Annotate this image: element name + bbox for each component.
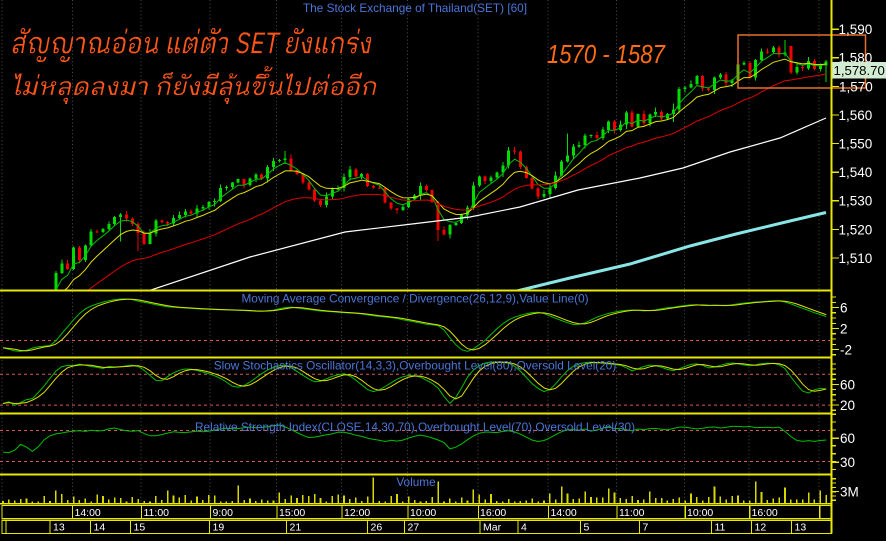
svg-text:21: 21 <box>290 521 302 533</box>
svg-text:Moving Average Convergence / D: Moving Average Convergence / Divergence(… <box>241 292 588 306</box>
svg-text:1,510: 1,510 <box>839 251 873 266</box>
svg-text:10:00: 10:00 <box>410 507 436 519</box>
svg-text:5: 5 <box>584 521 590 533</box>
svg-text:3M: 3M <box>840 484 859 499</box>
svg-text:11:00: 11:00 <box>619 507 645 519</box>
svg-text:16:00: 16:00 <box>752 507 778 519</box>
svg-text:13: 13 <box>795 521 807 533</box>
svg-text:Mar: Mar <box>483 521 502 533</box>
svg-text:The Stock Exchange of Thailand: The Stock Exchange of Thailand(SET) [60] <box>303 1 527 15</box>
svg-text:16:00: 16:00 <box>480 507 506 519</box>
svg-text:7: 7 <box>643 521 649 533</box>
svg-text:Slow Stochastics Oscillator(14: Slow Stochastics Oscillator(14,3,3),Over… <box>214 359 617 373</box>
svg-text:15:00: 15:00 <box>279 507 305 519</box>
svg-text:11:00: 11:00 <box>144 507 170 519</box>
svg-text:1,540: 1,540 <box>839 165 873 180</box>
svg-text:60: 60 <box>840 377 855 392</box>
svg-text:1,590: 1,590 <box>839 22 873 37</box>
svg-text:30: 30 <box>840 455 855 470</box>
svg-text:Relative Strength Index(CLOSE,: Relative Strength Index(CLOSE,14,30,70),… <box>195 420 635 434</box>
svg-text:1,530: 1,530 <box>839 194 873 209</box>
svg-text:11: 11 <box>715 521 726 533</box>
svg-text:12:00: 12:00 <box>344 507 370 519</box>
svg-text:15: 15 <box>134 521 146 533</box>
svg-text:1,578.70: 1,578.70 <box>834 63 885 78</box>
svg-text:9:00: 9:00 <box>213 507 234 519</box>
svg-text:Volume: Volume <box>396 475 436 489</box>
svg-text:12: 12 <box>755 521 767 533</box>
svg-text:14:00: 14:00 <box>75 507 101 519</box>
svg-text:26: 26 <box>371 521 383 533</box>
svg-text:14: 14 <box>94 521 106 533</box>
svg-text:1570 - 1587: 1570 - 1587 <box>547 40 666 69</box>
svg-text:10:00: 10:00 <box>687 507 713 519</box>
svg-text:1,560: 1,560 <box>839 108 873 123</box>
svg-text:-2: -2 <box>840 343 852 358</box>
svg-text:6: 6 <box>840 301 848 316</box>
svg-text:4: 4 <box>521 521 527 533</box>
svg-text:2: 2 <box>840 322 848 337</box>
svg-text:1,550: 1,550 <box>839 137 873 152</box>
svg-text:1,520: 1,520 <box>839 222 873 237</box>
svg-text:1,570: 1,570 <box>839 79 873 94</box>
svg-text:13: 13 <box>53 521 65 533</box>
svg-text:1,580: 1,580 <box>839 51 873 66</box>
svg-text:27: 27 <box>408 521 420 533</box>
svg-text:20: 20 <box>840 398 855 413</box>
svg-text:60: 60 <box>840 431 855 446</box>
svg-text:19: 19 <box>213 521 225 533</box>
svg-text:14:00: 14:00 <box>551 507 577 519</box>
